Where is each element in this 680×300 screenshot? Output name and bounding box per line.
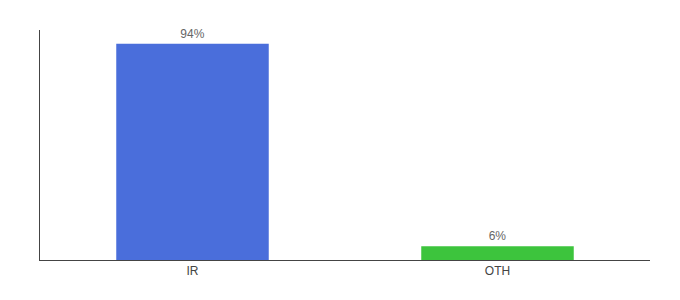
svg-text:IR: IR bbox=[187, 264, 199, 278]
svg-text:6%: 6% bbox=[489, 229, 507, 243]
svg-text:OTH: OTH bbox=[485, 264, 510, 278]
svg-text:94%: 94% bbox=[180, 27, 204, 41]
